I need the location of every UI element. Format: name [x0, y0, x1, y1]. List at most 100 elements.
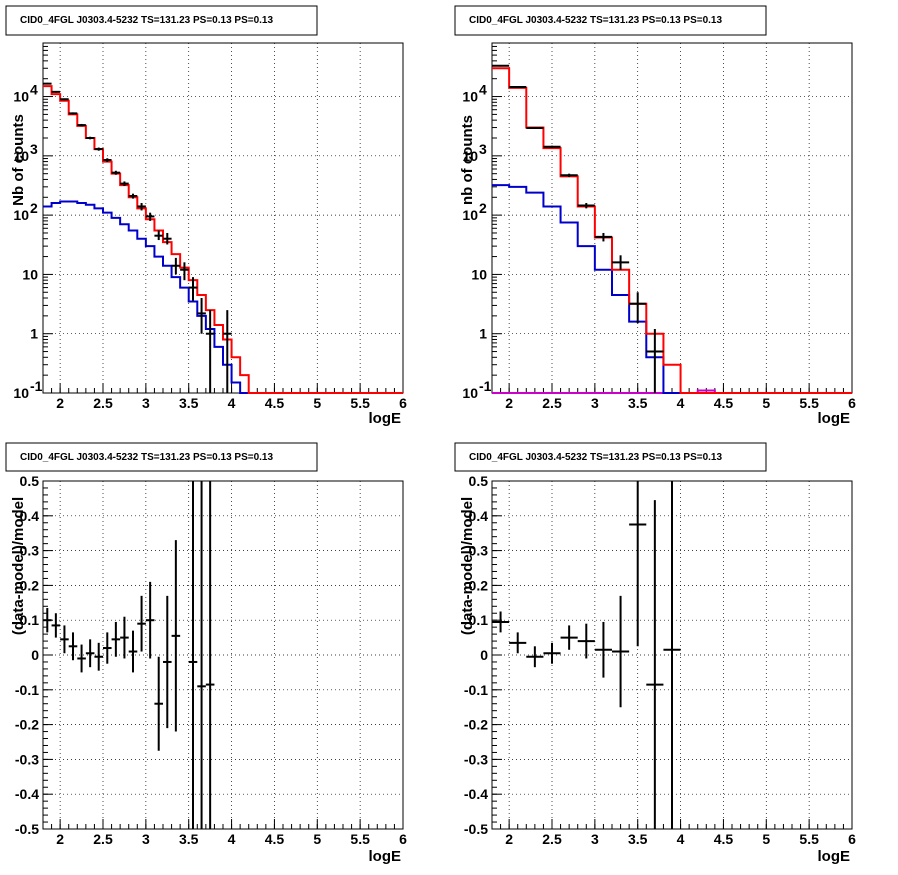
- residual-point: [492, 611, 510, 633]
- y-tick-label: -0.3: [15, 751, 39, 767]
- data-point: [492, 64, 510, 67]
- y-tick-label: 10: [471, 266, 487, 282]
- y-tick-exponent: 4: [479, 82, 487, 98]
- panel-counts-left: CID0_4FGL J0303.4-5232 TS=131.23 PS=0.13…: [5, 5, 407, 427]
- x-tick-label: 5.5: [350, 395, 370, 411]
- x-tick-label: 2.5: [542, 831, 562, 847]
- x-tick-label: 4: [677, 395, 685, 411]
- data-point: [68, 112, 78, 115]
- series-group: [43, 85, 403, 394]
- x-tick-labels: 2 2.5 3 3.5 4 4.5 5 5.5 6: [56, 831, 407, 847]
- data-point: [205, 310, 215, 393]
- chart-title: CID0_4FGL J0303.4-5232 TS=131.23 PS=0.13…: [469, 15, 722, 26]
- data-point: [43, 82, 52, 85]
- data-point: [629, 292, 647, 324]
- x-tick-label: 5: [762, 831, 770, 847]
- tick-marks: [42, 42, 404, 394]
- y-tick-label: -0.5: [464, 821, 488, 837]
- y-tick-label: -0.4: [464, 786, 488, 802]
- x-tick-label: 4.5: [714, 395, 734, 411]
- data-point: [612, 255, 630, 270]
- y-tick-exponent: -1: [30, 378, 43, 394]
- data-points: [43, 82, 232, 393]
- y-tick-label: -0.4: [15, 786, 39, 802]
- y-tick-label: 0.2: [469, 577, 489, 593]
- x-axis-label: logE: [369, 410, 402, 427]
- x-tick-label: 4.5: [265, 831, 285, 847]
- x-tick-label: 3.5: [179, 395, 199, 411]
- residual-point: [560, 625, 578, 650]
- x-tick-label: 5: [313, 831, 321, 847]
- x-tick-label: 3.5: [628, 831, 648, 847]
- x-tick-labels: 2 2.5 3 3.5 4 4.5 5 5.5 6: [505, 831, 856, 847]
- data-point: [577, 203, 595, 209]
- y-tick-label: 10: [13, 385, 29, 401]
- y-tick-label: 1: [479, 326, 487, 342]
- residual-point: [94, 642, 103, 671]
- y-axis-label: (data-model)/model: [10, 497, 27, 635]
- residual-point: [145, 581, 155, 659]
- y-tick-label: 0.5: [20, 473, 40, 489]
- x-tick-label: 5: [313, 395, 321, 411]
- residual-point: [188, 481, 198, 829]
- x-tick-label: 5.5: [350, 831, 370, 847]
- data-point: [594, 232, 612, 242]
- residual-point: [60, 625, 69, 654]
- chart-title: CID0_4FGL J0303.4-5232 TS=131.23 PS=0.13…: [469, 452, 722, 463]
- y-tick-label: 10: [462, 385, 478, 401]
- residual-point: [543, 642, 561, 664]
- data-point: [526, 126, 544, 129]
- plot-frame: [491, 42, 853, 394]
- residual-point: [43, 608, 52, 633]
- grid: [492, 43, 853, 394]
- residual-point: [68, 632, 78, 661]
- data-point: [103, 158, 112, 162]
- data-point: [51, 90, 61, 93]
- x-tick-label: 3.5: [628, 395, 648, 411]
- residual-point: [103, 632, 112, 664]
- y-tick-label: 0.4: [20, 508, 40, 524]
- y-tick-label: 10: [13, 207, 29, 223]
- data-points: [492, 64, 664, 393]
- residual-point: [85, 639, 95, 668]
- y-tick-label: 10: [13, 89, 29, 105]
- y-tick-label: -0.2: [15, 717, 39, 733]
- title-box: [454, 5, 767, 36]
- data-point: [180, 262, 189, 281]
- data-point: [145, 212, 155, 221]
- data-point: [111, 170, 121, 175]
- data-point: [560, 173, 578, 177]
- y-tick-label: 0.4: [469, 508, 489, 524]
- x-axis-label: logE: [818, 410, 851, 427]
- y-tick-label: 0: [480, 647, 488, 663]
- model-step-line: [492, 67, 852, 394]
- panel-residual-right: CID0_4FGL J0303.4-5232 TS=131.23 PS=0.13…: [454, 442, 856, 865]
- y-tick-label: -0.3: [464, 751, 488, 767]
- data-point: [543, 145, 561, 148]
- residual-point: [594, 621, 612, 678]
- y-tick-label: 0: [31, 647, 39, 663]
- panel-residual-left: CID0_4FGL J0303.4-5232 TS=131.23 PS=0.13…: [5, 442, 407, 865]
- y-tick-label: 10: [13, 148, 29, 164]
- x-axis-label: logE: [369, 848, 402, 865]
- title-box: [454, 442, 767, 472]
- chart-title: CID0_4FGL J0303.4-5232 TS=131.23 PS=0.13…: [20, 15, 273, 26]
- data-points: [43, 481, 215, 829]
- residual-point: [629, 481, 647, 647]
- y-tick-label: 10: [22, 266, 38, 282]
- residual-point: [163, 595, 172, 729]
- y-tick-exponent: -1: [479, 378, 492, 394]
- x-tick-label: 3: [591, 831, 599, 847]
- title-box: [5, 442, 318, 472]
- y-tick-label: -0.2: [464, 717, 488, 733]
- residual-point: [77, 644, 86, 673]
- x-tick-labels: 2 2.5 3 3.5 4 4.5 5 5.5 6: [505, 395, 856, 411]
- residual-point: [577, 623, 595, 659]
- x-axis-label: logE: [818, 848, 851, 865]
- residual-point: [51, 613, 61, 638]
- x-tick-label: 5.5: [799, 831, 819, 847]
- data-points: [492, 481, 681, 829]
